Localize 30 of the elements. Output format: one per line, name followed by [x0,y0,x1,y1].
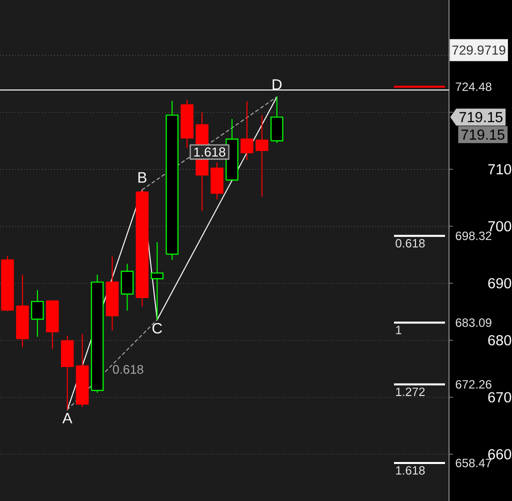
y-tick-label: 690 [488,278,512,288]
text: 719.15 [461,129,504,140]
candlestick [270,96,284,144]
candlestick [256,114,268,198]
data-label: A [62,412,72,424]
candlestick [150,242,164,320]
text: 729.9719 [452,45,506,55]
ref-line-label: 672.26 [456,380,492,389]
text: 719.15 [459,112,502,122]
y-tick-label: 700 [488,221,512,232]
ref-line-label: 683.09 [456,318,492,327]
series-label: 0.618 [112,364,144,374]
ref-line-label: 658.47 [456,458,492,468]
data-label: C [152,322,162,334]
ref-line-label: 698.32 [456,232,492,240]
data-label: D [272,79,282,90]
candlestick [120,263,134,312]
data-label: B [138,172,146,183]
candlestick [31,290,44,338]
series-label: 1.618 [194,147,226,157]
y-tick-label: 710 [488,164,512,174]
annotation: 1 [396,326,402,334]
ref-line-label: 724.48 [456,82,492,91]
y-tick-label: 660 [488,449,512,460]
y-tick-label: 670 [488,392,512,402]
annotation: 0.618 [396,239,425,248]
candlestick [240,100,254,161]
annotation: 1.272 [396,388,425,396]
annotation: 1.618 [396,466,425,475]
y-tick-label: 680 [488,335,512,346]
